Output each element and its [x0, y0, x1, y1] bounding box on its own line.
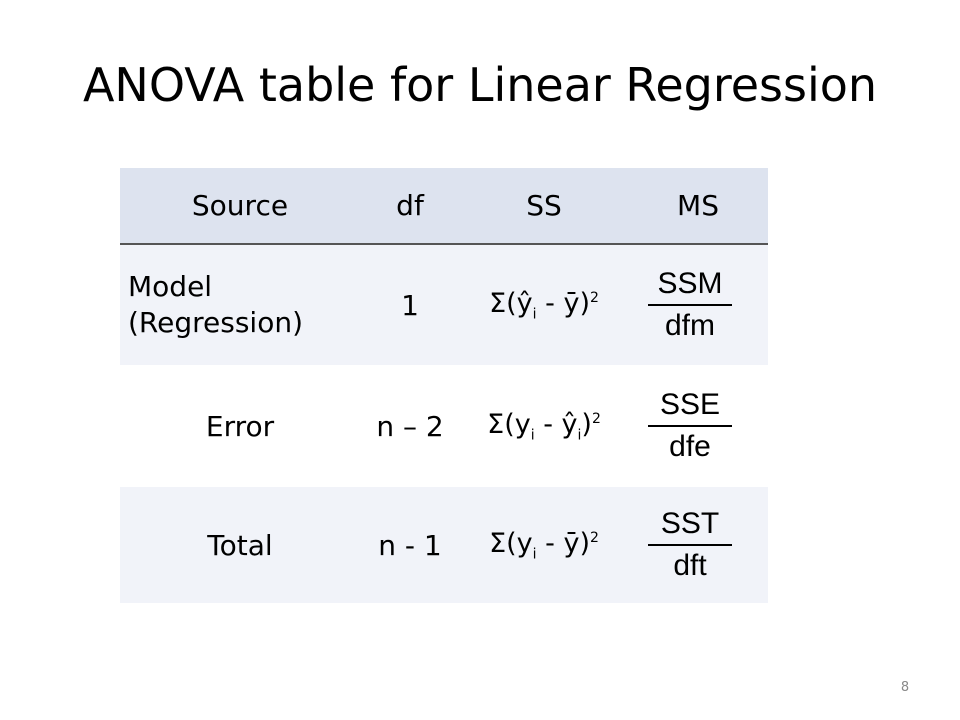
ss-superscript: 2 [589, 289, 599, 306]
ss-cell: Σ(yi - ȳ)2 [460, 487, 628, 603]
source-cell: Error [205, 409, 275, 443]
ss-superscript: 2 [589, 529, 599, 546]
ms-numerator: SST [660, 507, 720, 540]
ss-subscript: i [532, 306, 537, 323]
header-df: df [396, 189, 424, 222]
header-ms: MS [677, 189, 719, 222]
source-cell: Model (Regression) [120, 245, 360, 365]
table-header-row: Source df SS MS [120, 168, 768, 245]
ss-part: Σ(ŷ [489, 287, 533, 319]
ms-numerator: SSM [657, 267, 723, 300]
header-ss: SS [526, 189, 562, 222]
ms-numerator: SSE [659, 388, 721, 421]
ss-part: - ȳ) [536, 527, 590, 559]
ss-part: - ŷ [534, 408, 578, 440]
slide-title: ANOVA table for Linear Regression [82, 58, 878, 112]
ss-part: ) [581, 408, 592, 440]
ss-formula: Σ(ŷi - ȳ)2 [489, 288, 599, 322]
df-cell: 1 [401, 288, 419, 322]
fraction-bar [648, 425, 732, 427]
ss-part: - ȳ) [536, 287, 590, 319]
ss-cell: Σ(yi - ŷi)2 [460, 367, 628, 485]
table-row-error: Error n – 2 Σ(yi - ŷi)2 SSE dfe [120, 367, 768, 487]
ss-cell: Σ(ŷi - ȳ)2 [460, 245, 628, 365]
df-cell: n - 1 [378, 528, 442, 562]
ms-cell: SSM dfm [628, 245, 768, 365]
table-row-total: Total n - 1 Σ(yi - ȳ)2 SST dft [120, 487, 768, 603]
source-label-line2: (Regression) [128, 306, 303, 339]
ss-superscript: 2 [591, 410, 601, 427]
page-number: 8 [900, 680, 910, 695]
ss-part: Σ(y [489, 527, 533, 559]
header-source: Source [191, 189, 289, 222]
ss-part: Σ(y [487, 408, 531, 440]
ss-formula: Σ(yi - ȳ)2 [489, 528, 599, 562]
ms-cell: SST dft [628, 487, 768, 603]
ms-fraction: SSE dfe [648, 387, 732, 465]
ms-cell: SSE dfe [628, 367, 768, 485]
table-row-model: Model (Regression) 1 Σ(ŷi - ȳ)2 SSM dfm [120, 245, 768, 367]
ss-subscript: i [577, 427, 582, 444]
ss-subscript: i [530, 427, 535, 444]
anova-table: Source df SS MS Model (Regression) 1 Σ(ŷ… [120, 168, 768, 603]
fraction-bar [648, 304, 732, 306]
source-cell: Total [207, 528, 273, 562]
ms-denominator: dft [673, 549, 707, 582]
fraction-bar [648, 544, 732, 546]
ss-formula: Σ(yi - ŷi)2 [487, 409, 601, 443]
source-label-line1: Model [128, 270, 213, 303]
ms-fraction: SST dft [648, 506, 732, 584]
df-cell: n – 2 [376, 409, 444, 443]
ms-fraction: SSM dfm [648, 266, 732, 344]
ms-denominator: dfe [669, 430, 711, 463]
ss-subscript: i [532, 546, 537, 563]
ms-denominator: dfm [664, 309, 715, 342]
